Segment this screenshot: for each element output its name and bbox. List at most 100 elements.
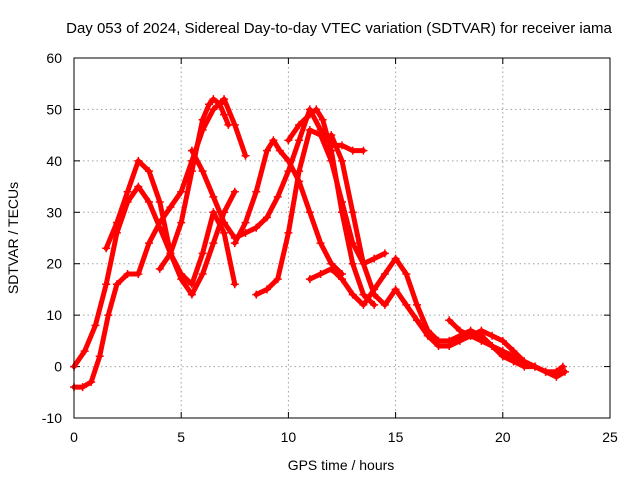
data-point-marker bbox=[391, 285, 400, 294]
data-point-marker bbox=[224, 120, 233, 129]
data-point-marker bbox=[338, 156, 346, 165]
data-point-marker bbox=[209, 105, 218, 114]
data-point-marker bbox=[359, 146, 368, 155]
plot-area bbox=[70, 95, 569, 392]
data-point-marker bbox=[252, 223, 261, 232]
series-arc-11 bbox=[445, 316, 529, 366]
data-point-marker bbox=[477, 336, 486, 345]
data-point-marker bbox=[413, 300, 422, 309]
data-point-marker bbox=[466, 331, 475, 340]
data-point-marker bbox=[80, 347, 89, 356]
axis-ticks: 0 5 10 15 20 25 -10 0 10 20 30 40 50 60 bbox=[42, 50, 618, 445]
x-tick-label: 20 bbox=[495, 429, 511, 445]
y-tick-label: 60 bbox=[46, 50, 62, 66]
x-tick-label: 5 bbox=[177, 429, 185, 445]
series-arc-5 bbox=[187, 105, 368, 242]
data-point-marker bbox=[402, 270, 411, 278]
data-point-marker bbox=[391, 254, 400, 263]
data-point-marker bbox=[177, 187, 186, 196]
series-arc-2 bbox=[70, 95, 250, 392]
data-point-marker bbox=[123, 187, 132, 196]
y-tick-label: -10 bbox=[42, 410, 62, 426]
data-point-marker bbox=[205, 100, 214, 109]
data-point-marker bbox=[145, 198, 154, 206]
x-tick-label: 25 bbox=[602, 429, 618, 445]
data-point-marker bbox=[305, 275, 314, 284]
data-point-marker bbox=[198, 167, 207, 176]
data-point-marker bbox=[413, 316, 422, 325]
series-line bbox=[71, 184, 238, 370]
data-point-marker bbox=[305, 208, 314, 217]
data-point-marker bbox=[220, 228, 229, 237]
data-point-marker bbox=[370, 300, 379, 309]
data-point-marker bbox=[275, 146, 284, 155]
data-point-marker bbox=[95, 352, 104, 361]
data-point-marker bbox=[295, 120, 304, 129]
data-point-marker bbox=[215, 100, 224, 109]
data-point-marker bbox=[112, 280, 121, 289]
data-point-marker bbox=[252, 290, 261, 299]
data-point-marker bbox=[338, 208, 346, 217]
data-point-marker bbox=[488, 331, 497, 340]
data-point-marker bbox=[220, 95, 229, 104]
y-axis-label: SDTVAR / TECUs bbox=[5, 182, 21, 294]
data-point-marker bbox=[305, 110, 314, 119]
data-point-marker bbox=[198, 270, 207, 278]
data-point-marker bbox=[327, 146, 336, 155]
data-point-marker bbox=[220, 218, 229, 227]
data-point-marker bbox=[230, 280, 239, 289]
y-tick-label: 40 bbox=[46, 153, 62, 169]
data-point-marker bbox=[316, 270, 325, 278]
data-point-marker bbox=[445, 316, 454, 325]
series-line bbox=[232, 137, 345, 277]
x-tick-label: 10 bbox=[281, 429, 297, 445]
data-point-marker bbox=[187, 280, 196, 289]
data-point-marker bbox=[316, 131, 325, 140]
data-point-marker bbox=[198, 249, 207, 258]
series-arc-10 bbox=[327, 131, 569, 381]
data-point-marker bbox=[560, 367, 569, 376]
data-point-marker bbox=[423, 331, 432, 340]
data-point-marker bbox=[498, 336, 507, 345]
data-point-marker bbox=[359, 300, 368, 309]
series-line bbox=[446, 317, 527, 364]
data-point-marker bbox=[316, 239, 325, 248]
data-point-marker bbox=[166, 203, 175, 212]
data-point-marker bbox=[220, 110, 229, 119]
data-point-marker bbox=[434, 342, 443, 350]
data-point-marker bbox=[530, 362, 539, 371]
data-point-marker bbox=[359, 290, 368, 299]
data-point-marker bbox=[305, 126, 314, 134]
data-point-marker bbox=[348, 146, 357, 155]
data-point-marker bbox=[520, 357, 529, 366]
x-axis-label: GPS time / hours bbox=[288, 457, 395, 473]
data-point-marker bbox=[455, 326, 464, 335]
data-point-marker bbox=[284, 136, 293, 145]
data-point-marker bbox=[262, 285, 271, 294]
data-point-marker bbox=[91, 321, 100, 330]
data-point-marker bbox=[327, 264, 336, 273]
data-point-marker bbox=[455, 336, 464, 345]
data-point-marker bbox=[509, 352, 518, 361]
data-point-marker bbox=[380, 300, 389, 309]
data-point-marker bbox=[284, 228, 293, 237]
x-tick-label: 15 bbox=[388, 429, 404, 445]
y-tick-label: 50 bbox=[46, 101, 62, 117]
data-point-marker bbox=[177, 218, 186, 227]
series-line bbox=[71, 96, 248, 390]
data-point-marker bbox=[327, 131, 336, 140]
data-point-marker bbox=[370, 290, 379, 299]
data-point-marker bbox=[104, 311, 113, 320]
data-point-marker bbox=[155, 264, 164, 273]
data-point-marker bbox=[380, 249, 389, 258]
data-point-marker bbox=[273, 192, 282, 201]
data-point-marker bbox=[338, 275, 346, 284]
data-point-marker bbox=[269, 136, 278, 145]
data-point-marker bbox=[552, 372, 561, 381]
data-point-marker bbox=[380, 270, 389, 278]
data-point-marker bbox=[102, 280, 111, 289]
y-tick-label: 30 bbox=[46, 204, 62, 220]
plot-frame bbox=[73, 57, 611, 419]
data-point-marker bbox=[241, 151, 250, 160]
data-point-marker bbox=[312, 105, 321, 114]
